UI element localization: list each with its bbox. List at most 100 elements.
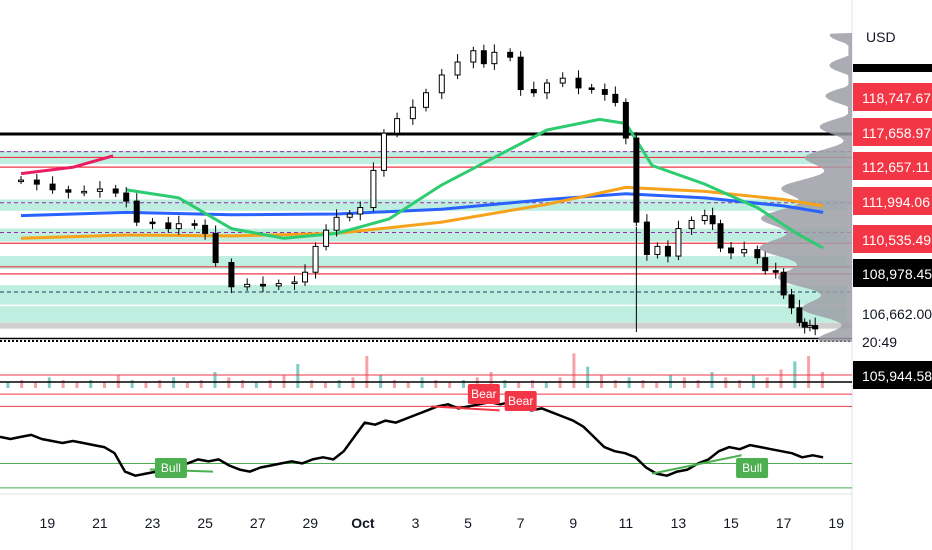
time-axis-label[interactable]: 5 (464, 515, 472, 531)
bear-marker[interactable]: Bear (467, 384, 500, 404)
time-axis-label[interactable]: Oct (351, 515, 375, 531)
candle-body (741, 249, 748, 254)
volume-bar (213, 372, 217, 388)
candle-body (701, 215, 708, 221)
volume-bars (0, 353, 852, 388)
time-axis-label[interactable]: 3 (412, 515, 420, 531)
time-axis-label[interactable]: 17 (776, 515, 792, 531)
candle-body (772, 270, 779, 273)
volume-bar (199, 380, 203, 388)
bear-marker[interactable]: Bear (504, 391, 537, 411)
candle-body (112, 188, 119, 194)
volume-bar (655, 382, 659, 388)
price-tag-label: 117,658.97 (862, 125, 931, 141)
price-tag-label: 118,747.67 (862, 90, 931, 106)
bar-countdown-timer: 20:49 (862, 334, 897, 350)
bull-tag-label: Bull (742, 461, 762, 475)
time-axis-label[interactable]: 19 (40, 515, 56, 531)
time-axis-label[interactable]: 13 (671, 515, 687, 531)
price-tag[interactable]: 106,662.00 (862, 306, 932, 322)
time-axis-label[interactable]: 29 (303, 515, 319, 531)
candle-body (165, 222, 172, 230)
volume-bar (185, 382, 189, 388)
time-axis-label[interactable]: 27 (250, 515, 266, 531)
candle-body (788, 294, 795, 309)
moving-average-line (20, 185, 824, 240)
candle-body (33, 179, 40, 185)
candle-body (133, 200, 140, 223)
candle-body (175, 223, 182, 230)
volume-bar (544, 382, 548, 388)
price-tag-cap (853, 64, 932, 72)
time-axis-label[interactable]: 7 (517, 515, 525, 531)
time-axis-label[interactable]: 25 (197, 515, 213, 531)
price-tag[interactable]: 117,658.97 (853, 118, 932, 146)
time-axis-label[interactable]: 19 (828, 515, 844, 531)
price-tag-label: 111,994.06 (862, 194, 930, 210)
price-tag[interactable]: 118,747.67 (853, 83, 932, 111)
candle-body (394, 118, 401, 134)
candle-body (65, 189, 72, 193)
price-tag[interactable]: 105,944.58 (853, 361, 932, 389)
candle-body (312, 245, 319, 273)
candle-body (123, 192, 130, 202)
volume-bar (448, 382, 452, 388)
candle-body (507, 51, 514, 58)
volume-bar (310, 380, 314, 388)
candle-body (664, 245, 671, 257)
bear-tag-label: Bear (508, 394, 533, 408)
candle-body (470, 50, 477, 63)
volume-bar (696, 380, 700, 388)
volume-bar (337, 380, 341, 388)
price-tag-box (853, 152, 932, 180)
time-axis-label[interactable]: 11 (619, 515, 634, 531)
volume-bar (241, 380, 245, 388)
candle-body (149, 221, 156, 225)
volume-bar (61, 380, 65, 388)
candle-body (275, 283, 282, 287)
time-axis-label[interactable]: 21 (92, 515, 108, 531)
volume-bar (489, 372, 493, 388)
time-axis[interactable]: 19 21 23 25 27 29 Oct 3 5 7 9 11 13 15 17 19 (40, 515, 845, 531)
volume-bar (296, 364, 300, 388)
volume-bar (103, 382, 107, 388)
time-axis-label[interactable]: 15 (723, 515, 739, 531)
candle-body (244, 283, 251, 288)
candle-body (622, 101, 629, 139)
candle-body (801, 321, 808, 328)
candle-body (654, 245, 661, 255)
candle-body (454, 61, 461, 76)
candle-body (212, 232, 219, 264)
candle-body (643, 221, 650, 255)
bull-tag-label: Bull (161, 461, 181, 475)
candle-body (423, 92, 429, 108)
candle-body (259, 283, 266, 287)
bear-divergence-line (431, 405, 500, 412)
bull-divergence-line (651, 454, 742, 475)
time-axis-label[interactable]: 23 (145, 515, 161, 531)
volume-bar (461, 380, 465, 388)
price-tag[interactable]: 108,978.45 (853, 259, 932, 287)
candle-body (530, 89, 537, 94)
price-tags[interactable]: 118,747.67 117,658.97 112,657.11 111,994.06… (853, 64, 932, 389)
volume-bar (517, 382, 521, 388)
volume-bar (89, 380, 93, 388)
volume-bar (820, 372, 824, 388)
band-zone (0, 199, 847, 211)
time-axis-label[interactable]: 9 (569, 515, 577, 531)
price-tag-box (853, 187, 932, 215)
currency-label[interactable]: USD (866, 29, 896, 45)
bull-marker[interactable]: Bull (736, 458, 769, 478)
bull-marker[interactable]: Bull (154, 458, 187, 478)
candle-body (202, 224, 209, 234)
candle-body (543, 82, 550, 94)
candle-body (675, 228, 682, 257)
volume-bar (323, 382, 327, 388)
price-tag-box (853, 225, 932, 253)
price-tag[interactable]: 112,657.11 (853, 152, 932, 180)
candle-body (517, 56, 524, 91)
price-tag[interactable]: 110,535.49 (853, 225, 932, 253)
price-tag[interactable]: 111,994.06 (853, 187, 932, 215)
